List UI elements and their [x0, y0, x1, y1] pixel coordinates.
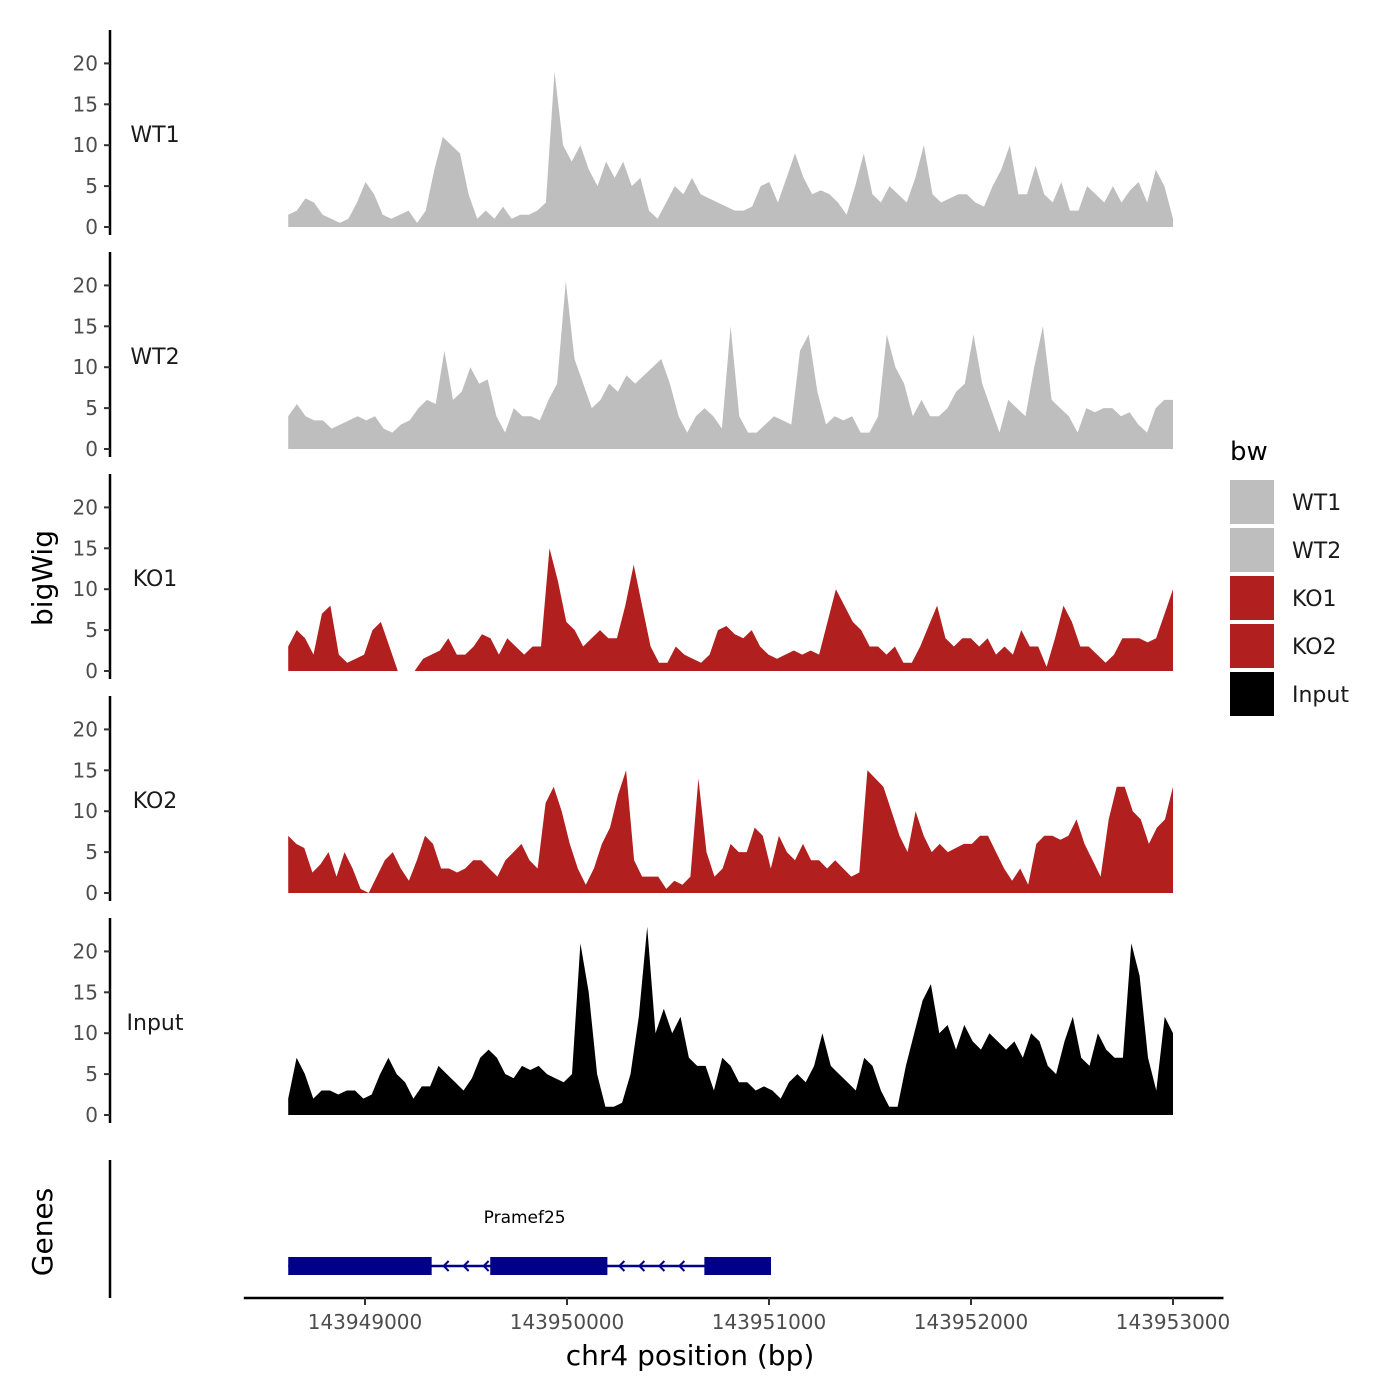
y-tick-label: 0 [85, 659, 98, 683]
track-ko2: 0 5 10 15 20 KO2 [73, 696, 1173, 905]
y-tick-label: 20 [73, 51, 98, 75]
signal-area-wt2 [288, 281, 1173, 449]
y-tick-label: 10 [73, 1021, 98, 1045]
y-tick-label: 20 [73, 939, 98, 963]
x-axis: 143949000 143950000 143951000 143952000 1439… [243, 1296, 1231, 1334]
legend-key-input [1230, 672, 1274, 716]
legend-key-wt1 [1230, 480, 1274, 524]
y-tick-label: 0 [85, 1103, 98, 1127]
track-label-wt1: WT1 [130, 123, 179, 148]
y-tick-label: 15 [73, 536, 98, 560]
legend-title: bw [1230, 437, 1268, 467]
strand-arrow [462, 1260, 470, 1272]
y-tick-label: 15 [73, 758, 98, 782]
y-tick-label: 0 [85, 881, 98, 905]
x-tick-label: 143952000 [914, 1310, 1029, 1334]
strand-arrow [677, 1260, 686, 1272]
track-label-input: Input [127, 1011, 184, 1036]
y-tick-label: 15 [73, 314, 98, 338]
y-tick-label: 0 [85, 215, 98, 239]
genes-track: Pramef25 [108, 1160, 772, 1298]
legend-label-wt1: WT1 [1292, 491, 1341, 516]
gene-pramef25: Pramef25 [288, 1208, 772, 1275]
track-wt2: 0 5 10 15 20 WT2 [73, 252, 1173, 461]
legend-label-ko1: KO1 [1292, 587, 1337, 612]
legend-key-ko1 [1230, 576, 1274, 620]
gene-exon [704, 1257, 772, 1275]
y-tick-label: 20 [73, 273, 98, 297]
y-tick-label: 10 [73, 355, 98, 379]
y-tick-label: 5 [85, 396, 98, 420]
y-tick-label: 0 [85, 437, 98, 461]
y-tick-label: 10 [73, 799, 98, 823]
track-wt1: 0 5 10 15 20 WT1 [73, 30, 1173, 239]
track-input: 0 5 10 15 20 Input [73, 918, 1173, 1127]
strand-arrow [442, 1260, 450, 1272]
strand-arrow [637, 1260, 646, 1272]
signal-area-ko1 [288, 548, 1173, 671]
gene-name-label: Pramef25 [484, 1208, 566, 1228]
y-axis-title: bigWig [26, 530, 59, 626]
legend-key-wt2 [1230, 528, 1274, 572]
signal-area-input [288, 926, 1173, 1115]
legend-label-input: Input [1292, 683, 1349, 708]
signal-tracks: 0 5 10 15 20 WT1 0 5 10 15 20 WT2 0 5 10 15 20 KO1 0 5 10 15 2… [73, 30, 1173, 1127]
genes-axis-title: Genes [26, 1188, 59, 1276]
track-ko1: 0 5 10 15 20 KO1 [73, 474, 1173, 683]
x-tick-label: 143953000 [1116, 1310, 1231, 1334]
track-label-ko2: KO2 [133, 789, 178, 814]
legend: bw WT1 WT2 KO1 KO2 Input [1230, 437, 1349, 716]
x-tick-label: 143949000 [308, 1310, 423, 1334]
x-tick-label: 143950000 [510, 1310, 625, 1334]
y-tick-label: 15 [73, 92, 98, 116]
legend-key-ko2 [1230, 624, 1274, 668]
track-label-ko1: KO1 [133, 567, 178, 592]
y-tick-label: 20 [73, 717, 98, 741]
legend-label-wt2: WT2 [1292, 539, 1341, 564]
signal-area-wt1 [288, 71, 1173, 227]
strand-arrow [657, 1260, 666, 1272]
y-tick-label: 5 [85, 174, 98, 198]
y-tick-label: 10 [73, 133, 98, 157]
strand-arrow [617, 1260, 626, 1272]
track-label-wt2: WT2 [130, 345, 179, 370]
gene-exon [490, 1257, 608, 1275]
y-tick-label: 5 [85, 1062, 98, 1086]
y-tick-label: 15 [73, 980, 98, 1004]
y-tick-label: 5 [85, 840, 98, 864]
legend-label-ko2: KO2 [1292, 635, 1337, 660]
y-tick-label: 20 [73, 495, 98, 519]
y-tick-label: 10 [73, 577, 98, 601]
strand-arrow [482, 1260, 490, 1272]
y-tick-label: 5 [85, 618, 98, 642]
x-axis-title: chr4 position (bp) [566, 1339, 815, 1372]
gene-exon [288, 1257, 432, 1275]
x-tick-label: 143951000 [712, 1310, 827, 1334]
signal-area-ko2 [288, 770, 1173, 893]
